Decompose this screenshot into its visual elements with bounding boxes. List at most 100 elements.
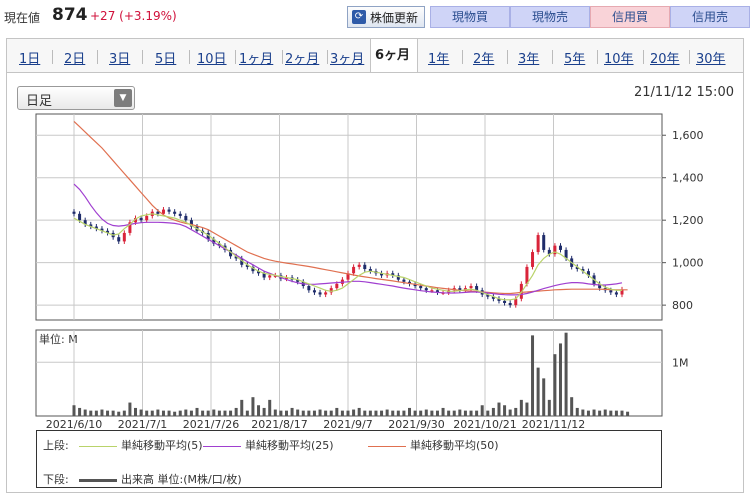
tab-5d[interactable]: 5日	[155, 52, 177, 67]
volume-bar	[413, 410, 417, 416]
volume-bar	[447, 410, 451, 416]
candle-body	[352, 266, 356, 274]
candle-body	[558, 245, 562, 250]
candle-period-select[interactable]: 日足 ▼	[17, 86, 135, 110]
volume-bar	[441, 407, 445, 416]
legend-volume-swatch	[79, 478, 117, 482]
candle-body	[134, 218, 138, 223]
candle-body	[139, 218, 143, 221]
tab-1m[interactable]: 1ヶ月	[239, 52, 274, 67]
volume-bar	[89, 410, 93, 416]
candle-body	[318, 292, 322, 295]
tab-2m[interactable]: 2ヶ月	[285, 52, 320, 67]
volume-bar	[558, 343, 562, 416]
volume-bar	[598, 410, 602, 416]
candle-body	[547, 249, 551, 255]
candle-body	[614, 292, 618, 295]
volume-bar	[201, 410, 205, 416]
margin-buy-button[interactable]: 信用買	[590, 6, 670, 28]
volume-bar	[525, 402, 529, 416]
candle-body	[72, 211, 76, 214]
volume-bar	[189, 410, 193, 416]
candle-body	[240, 258, 244, 265]
volume-bar	[178, 410, 182, 416]
candle-body	[609, 290, 613, 293]
volume-bar	[212, 409, 216, 416]
candle-body	[413, 283, 417, 287]
candle-body	[475, 286, 479, 291]
candle-body	[156, 211, 160, 214]
candle-body	[173, 211, 177, 214]
volume-bar	[229, 410, 233, 416]
volume-bar	[346, 410, 350, 416]
volume-bar	[195, 407, 199, 416]
tab-6m[interactable]: 6ヶ月	[370, 39, 418, 73]
candle-body	[363, 264, 367, 270]
volume-bar	[586, 410, 590, 416]
candle-body	[307, 286, 311, 291]
candle-body	[83, 220, 87, 225]
candle-body	[89, 224, 93, 227]
volume-bar	[128, 402, 132, 416]
volume-bar	[100, 409, 104, 416]
volume-bar	[480, 405, 484, 416]
tab-5y[interactable]: 5年	[564, 52, 586, 67]
period-tabs: 1日 2日 3日 5日 10日 1ヶ月 2ヶ月 3ヶ月 6ヶ月 1年 2年 3年…	[6, 38, 744, 73]
volume-bar	[458, 409, 462, 416]
refresh-price-button[interactable]: ⟳ 株価更新	[347, 6, 425, 28]
legend-upper-row: 上段: 単純移動平均(5) 単純移動平均(25) 単純移動平均(50)	[43, 437, 499, 453]
tab-2d[interactable]: 2日	[64, 52, 86, 67]
candle-body	[586, 271, 590, 276]
cash-buy-button[interactable]: 現物買	[430, 6, 510, 28]
candle-body	[486, 294, 490, 297]
tab-3d[interactable]: 3日	[109, 52, 131, 67]
price-change: +27 (+3.19%)	[90, 9, 177, 23]
tab-1d[interactable]: 1日	[19, 52, 41, 67]
tab-3m[interactable]: 3ヶ月	[330, 52, 365, 67]
volume-bar	[486, 410, 490, 416]
volume-bar	[296, 409, 300, 416]
candle-body	[245, 264, 249, 267]
volume-bar	[217, 410, 221, 416]
volume-bar	[603, 409, 607, 416]
volume-bar	[408, 407, 412, 416]
refresh-icon: ⟳	[352, 10, 366, 24]
cash-sell-button[interactable]: 現物売	[510, 6, 590, 28]
candle-body	[122, 232, 126, 242]
volume-plot-area	[35, 329, 663, 417]
candle-body	[508, 303, 512, 306]
volume-bar	[419, 410, 423, 416]
candle-body	[234, 256, 238, 259]
chevron-down-icon: ▼	[114, 89, 132, 107]
tab-3y[interactable]: 3年	[518, 52, 540, 67]
candle-body	[564, 249, 568, 259]
tab-20y[interactable]: 20年	[650, 52, 680, 67]
volume-bar	[83, 409, 87, 416]
tab-1y[interactable]: 1年	[428, 52, 450, 67]
tab-10d[interactable]: 10日	[197, 52, 227, 67]
volume-bar	[72, 405, 76, 416]
volume-bar	[262, 407, 266, 416]
volume-bar	[363, 410, 367, 416]
price-tick-label: 1,000	[672, 257, 704, 270]
volume-bar	[385, 409, 389, 416]
candle-body	[100, 228, 104, 231]
candle-body	[503, 300, 507, 304]
candle-body	[78, 213, 82, 221]
candle-body	[357, 264, 361, 267]
volume-bar	[469, 410, 473, 416]
tab-2y[interactable]: 2年	[473, 52, 495, 67]
volume-bar	[553, 354, 557, 416]
volume-bar	[117, 411, 121, 416]
candle-body	[419, 286, 423, 289]
candle-body	[346, 273, 350, 280]
volume-bar	[329, 410, 333, 416]
tab-10y[interactable]: 10年	[604, 52, 634, 67]
x-tick-label: 2021/9/30	[388, 418, 444, 431]
candle-body	[251, 266, 255, 272]
current-price: 874	[52, 5, 88, 25]
tab-30y[interactable]: 30年	[696, 52, 726, 67]
legend-ma5: 単純移動平均(5)	[79, 437, 203, 453]
margin-sell-button[interactable]: 信用売	[670, 6, 750, 28]
candle-body	[620, 289, 624, 295]
